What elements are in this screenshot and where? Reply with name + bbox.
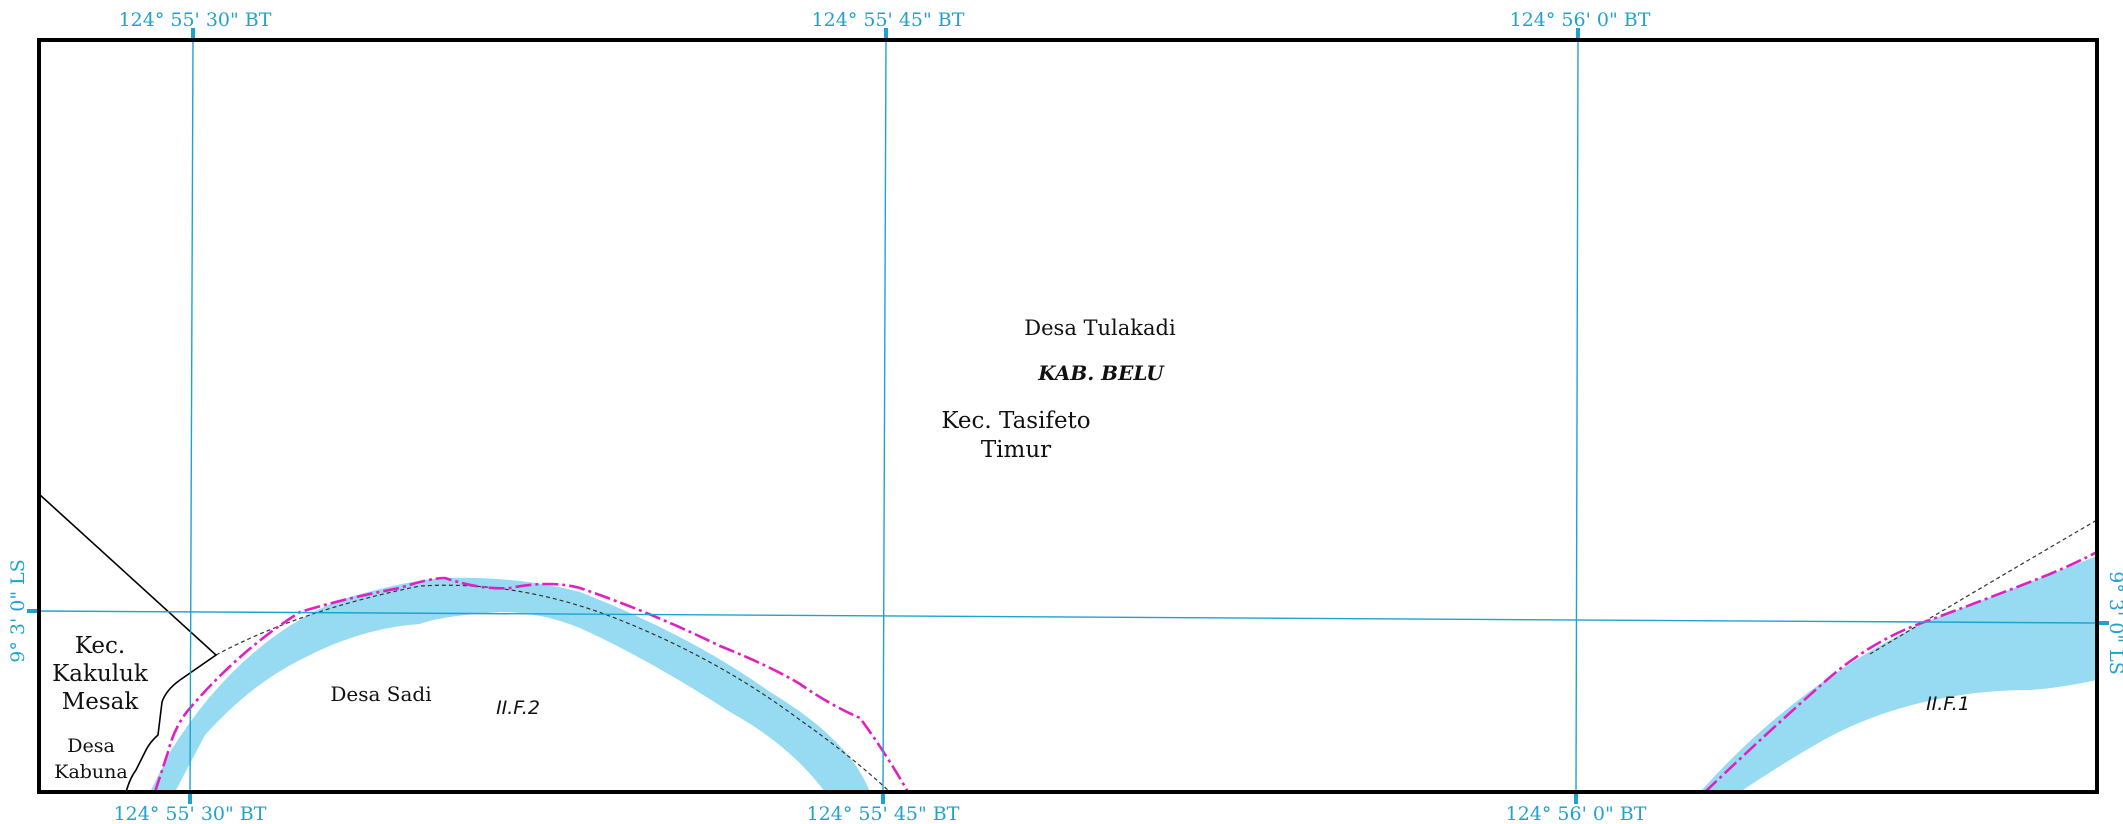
boundary-line-right [1704,550,2098,793]
label-desa-kabuna-line2: Kabuna [54,761,128,783]
graticule [38,39,2098,793]
label-kec-tasifeto-line2: Timur [981,437,1051,463]
lon-label-bottom-2: 124° 55' 45" BT [807,803,960,824]
water-band-left [150,577,870,792]
lat-label-left: 9° 3' 0" LS [7,559,29,662]
grid-line-lon-2 [882,39,887,793]
label-kec-kakuluk-line3: Mesak [62,689,140,715]
grid-line-lat [38,610,2098,624]
label-desa-tulakadi: Desa Tulakadi [1024,316,1176,340]
coastline-right [1869,519,2098,655]
label-kec-kakuluk-line1: Kec. [75,633,125,659]
boundary-line-left [153,576,910,793]
map-frame [37,38,2099,794]
label-desa-kabuna-line1: Desa [67,735,115,757]
label-segment-2: II.F.2 [496,697,540,719]
lat-label-right: 9° 3' 0" LS [2105,571,2123,674]
grid-line-lon-1 [189,39,194,793]
label-kec-tasifeto-line1: Kec. Tasifeto [941,408,1090,434]
water-band-right [1700,556,2097,792]
lon-label-bottom-1: 124° 55' 30" BT [114,803,267,824]
admin-boundary [38,493,218,793]
lon-label-bottom-3: 124° 56' 0" BT [1506,803,1647,824]
lon-label-top-1: 124° 55' 30" BT [119,9,272,31]
lon-label-top-3: 124° 56' 0" BT [1510,9,1651,31]
map-area [39,40,2097,792]
label-kec-kakuluk-line2: Kakuluk [52,661,149,687]
label-segment-1: II.F.1 [1926,693,1970,715]
label-desa-sadi: Desa Sadi [330,682,431,706]
lon-label-top-2: 124° 55' 45" BT [812,9,965,31]
label-kab-belu: KAB. BELU [1037,361,1165,385]
grid-line-lon-3 [1575,39,1579,793]
